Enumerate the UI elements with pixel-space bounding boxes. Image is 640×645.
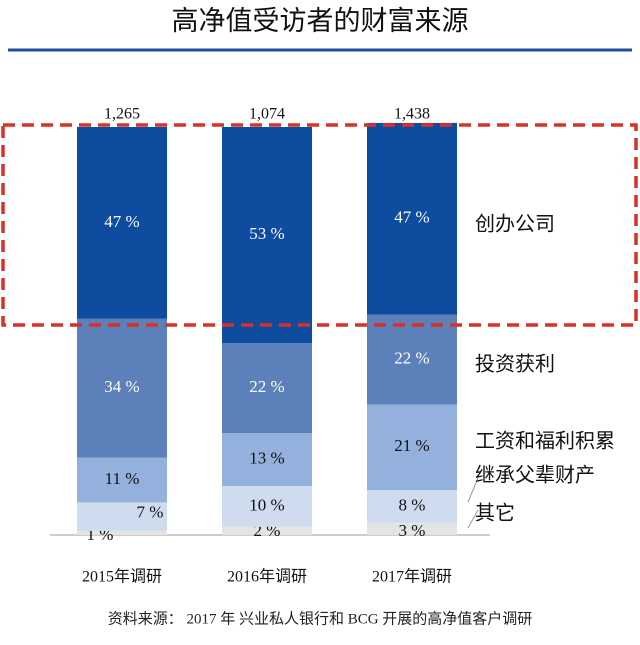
value-label: 53 % <box>249 224 284 243</box>
value-label: 13 % <box>249 448 284 467</box>
value-label: 21 % <box>394 436 429 455</box>
value-label: 10 % <box>249 495 284 514</box>
bar-segment <box>367 122 457 315</box>
source-note: 资料来源： 2017 年 兴业私人银行和 BCG 开展的高净值客户调研 <box>108 610 533 627</box>
value-label: 7 % <box>137 503 164 522</box>
bar-segment <box>222 526 312 535</box>
x-tick-label: 2016年调研 <box>227 568 307 586</box>
bar-segment <box>77 318 167 458</box>
value-label: 22 % <box>394 348 429 367</box>
legend-label: 工资和福利积累 <box>475 430 615 453</box>
legend-label: 其它 <box>475 502 515 525</box>
bar-segment <box>222 343 312 433</box>
bar-segment <box>222 486 312 527</box>
value-label: 11 % <box>105 469 140 488</box>
bar-segment <box>367 314 457 405</box>
bar-segment <box>222 127 312 344</box>
bar-segment <box>77 502 167 531</box>
bar-segment <box>367 522 457 535</box>
leader-line <box>467 509 479 529</box>
value-label: 22 % <box>249 377 284 396</box>
total-label: 1,438 <box>394 106 430 123</box>
bar-segment <box>367 404 457 491</box>
x-tick-label: 2017年调研 <box>372 568 452 586</box>
bar-segment <box>367 490 457 523</box>
highlight-box <box>1 123 638 327</box>
x-tick-label: 2015年调研 <box>82 568 162 586</box>
bar-segment <box>77 530 167 535</box>
value-label: 8 % <box>399 495 426 514</box>
legend-label: 创办公司 <box>475 213 555 236</box>
legend-label: 继承父辈财产 <box>475 464 595 487</box>
total-label: 1,074 <box>249 106 285 123</box>
leader-line <box>467 477 479 503</box>
value-label: 34 % <box>104 377 139 396</box>
value-label: 47 % <box>104 212 139 231</box>
legend-label: 投资获利 <box>475 353 555 376</box>
chart-title: 高净值受访者的财富来源 <box>172 6 469 36</box>
value-label: 47 % <box>394 208 429 227</box>
bar-segment <box>77 457 167 503</box>
bar-segment <box>77 127 167 319</box>
value-label: 3 % <box>399 521 426 540</box>
total-label: 1,265 <box>104 106 140 123</box>
bar-segment <box>222 433 312 487</box>
